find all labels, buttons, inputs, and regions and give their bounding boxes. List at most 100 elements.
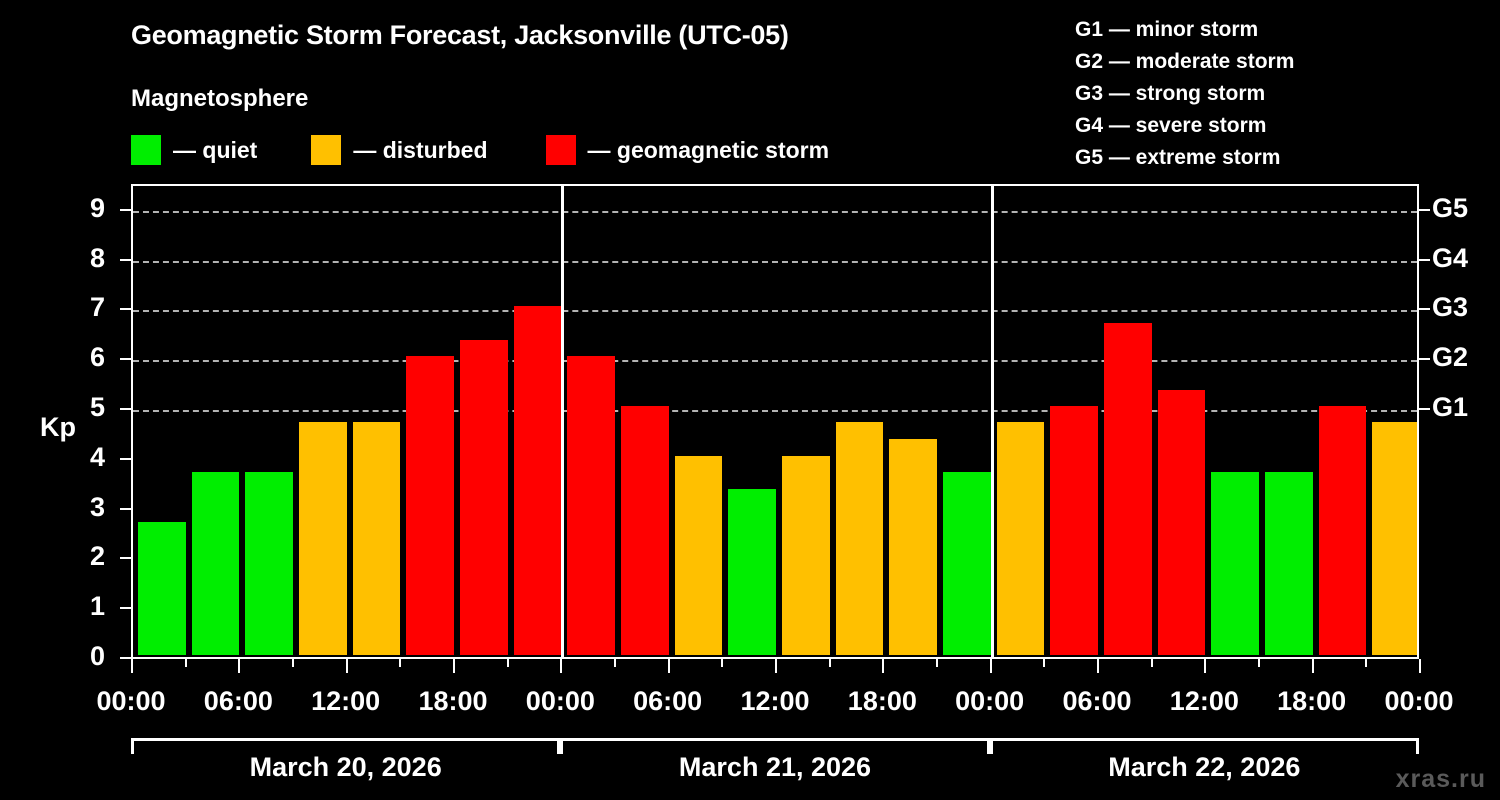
date-bracket [560,738,990,754]
x-tick-mark [1311,659,1314,673]
bar-kp [1050,406,1098,655]
gscale-legend-item-2: G2 — moderate storm [1075,50,1295,73]
date-bracket [989,738,1419,754]
y-tick-mark-8 [120,258,131,261]
bar-kp [191,472,240,655]
x-tick-mark [775,659,777,673]
watermark: xras.ru [1395,765,1486,793]
x-tick-mark [345,659,348,673]
x-tick-mark [560,659,563,673]
bar-kp [674,455,723,655]
y-tick-mark-7 [120,308,131,311]
gridline-kp-7 [133,310,1417,313]
y-tick-label-6: 6 [89,342,105,373]
date-label: March 21, 2026 [678,752,872,782]
g-tick-mark-G4 [1419,258,1430,261]
y-tick-mark-5 [120,408,131,411]
day-divider-2 [990,186,994,657]
legend-item-storm: — geomagnetic storm [545,135,830,165]
x-tick-mark [131,659,133,673]
x-tick-mark [1419,659,1421,673]
x-tick-label: 18:00 [418,686,488,716]
date-label: March 20, 2026 [249,752,442,782]
gscale-legend-item-4: G4 — severe storm [1075,114,1267,137]
x-tick-label: 12:00 [740,686,810,716]
gridline-kp-9 [133,210,1417,213]
x-tick-mark [1204,659,1207,673]
x-tick-label: 00:00 [1384,686,1454,716]
bar-kp [1372,422,1417,655]
legend-label-storm: — geomagnetic storm [587,136,830,163]
x-tick-mark [453,659,455,673]
legend-swatch-disturbed [311,135,342,165]
plot-inner [133,186,1417,657]
x-tick-mark [1043,659,1046,667]
bar-kp [1157,389,1206,655]
x-tick-mark [721,659,724,667]
x-tick-mark [238,659,241,673]
x-tick-label: 18:00 [847,686,917,716]
legend-swatch-storm [545,135,576,165]
g-tick-label-G4: G4 [1432,242,1469,273]
bar-kp [943,472,991,655]
x-tick-mark [667,659,670,673]
x-tick-mark [292,659,294,667]
bar-kp [1104,322,1152,655]
bar-kp [1211,472,1259,655]
y-tick-mark-0 [120,657,131,659]
bar-kp [299,422,347,655]
date-bracket [131,738,561,754]
bar-kp [782,455,830,655]
x-tick-mark [614,659,616,667]
x-tick-mark [828,659,831,667]
x-tick-mark [1258,659,1260,667]
y-tick-mark-6 [120,358,131,361]
bar-kp [621,406,669,655]
y-tick-label-5: 5 [89,392,105,423]
x-tick-mark [882,659,885,673]
x-tick-label: 00:00 [96,686,166,716]
x-tick-label: 00:00 [525,686,595,716]
g-tick-mark-G1 [1419,408,1430,411]
y-tick-mark-9 [120,208,131,211]
x-tick-label: 12:00 [1169,686,1239,716]
legend-label-quiet: — quiet [173,136,258,163]
y-tick-label-2: 2 [89,541,105,572]
x-tick-label: 06:00 [1062,686,1132,716]
bar-kp [835,422,884,655]
day-divider-1 [561,186,565,657]
x-tick-label: 18:00 [1277,686,1347,716]
g-tick-label-G1: G1 [1432,392,1469,423]
y-tick-label-7: 7 [89,292,105,323]
bar-kp [1318,406,1367,655]
g-tick-mark-G2 [1419,358,1430,361]
y-tick-mark-3 [120,507,131,510]
legend-item-disturbed: — disturbed [311,135,488,165]
y-axis-title: Kp [40,412,76,442]
y-tick-label-0: 0 [89,641,105,671]
legend-label-disturbed: — disturbed [353,136,488,163]
x-tick-mark [1365,659,1368,667]
x-tick-label: 00:00 [955,686,1025,716]
x-tick-mark [989,659,992,673]
gridline-kp-6 [133,360,1417,363]
bar-kp [460,339,508,655]
gscale-legend-item-5: G5 — extreme storm [1075,146,1281,169]
g-tick-label-G3: G3 [1432,292,1469,323]
x-tick-label: 06:00 [203,686,273,716]
x-tick-mark [399,659,402,667]
bar-kp [352,422,401,655]
y-tick-label-3: 3 [89,491,105,522]
x-tick-mark [506,659,509,667]
g-tick-label-G2: G2 [1432,342,1469,373]
g-tick-mark-G5 [1419,208,1430,211]
legend-heading: Magnetosphere [131,85,309,112]
x-tick-label: 06:00 [633,686,703,716]
x-tick-mark [1150,659,1153,667]
bar-kp [728,489,776,655]
magnetosphere-legend: — quiet — disturbed — geomagnetic storm [131,133,829,167]
x-tick-label: 12:00 [311,686,381,716]
chart-title: Geomagnetic Storm Forecast, Jacksonville… [131,20,789,50]
bar-kp [889,439,937,655]
